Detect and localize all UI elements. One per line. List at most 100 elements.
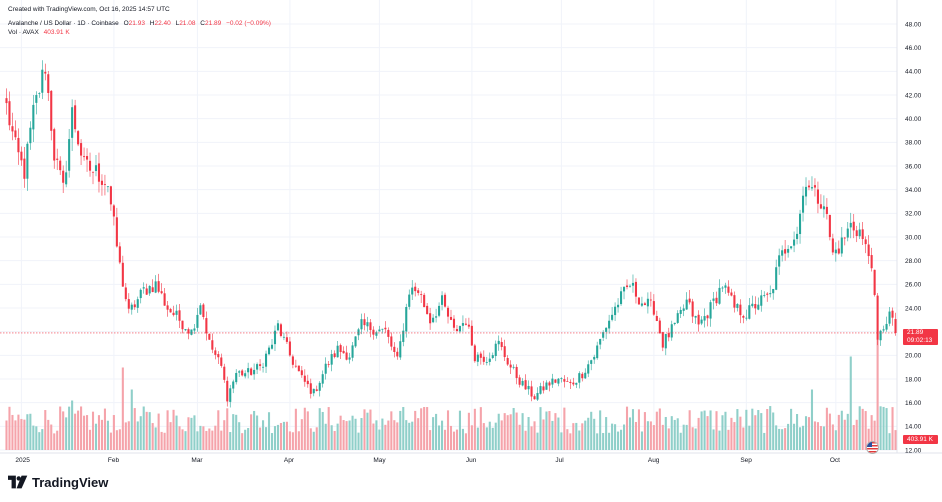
candle-body bbox=[124, 287, 127, 300]
volume-bar bbox=[91, 411, 95, 450]
volume-bar bbox=[226, 408, 229, 450]
volume-bar bbox=[497, 413, 500, 450]
candle-body bbox=[443, 294, 447, 307]
volume-bar bbox=[572, 423, 575, 450]
volume-bar bbox=[94, 423, 98, 450]
volume-bar bbox=[65, 417, 68, 450]
volume-value: 403.91 K bbox=[43, 29, 70, 36]
candle-body bbox=[828, 214, 831, 238]
volume-bar bbox=[85, 415, 89, 450]
candle-body bbox=[229, 388, 232, 402]
volume-bar bbox=[578, 430, 581, 450]
volume-bar bbox=[163, 432, 166, 450]
volume-bar bbox=[685, 424, 688, 450]
candle-body bbox=[17, 137, 20, 153]
candle-body bbox=[467, 324, 470, 327]
volume-bar bbox=[599, 410, 602, 450]
candle-body bbox=[26, 143, 29, 179]
candle-body bbox=[566, 381, 569, 382]
candle-body bbox=[372, 329, 375, 335]
candle-body bbox=[50, 90, 53, 131]
volume-bar bbox=[276, 424, 280, 450]
candle-body bbox=[309, 383, 312, 394]
candle-body bbox=[712, 298, 715, 301]
candle-body bbox=[20, 151, 23, 161]
candle-body bbox=[59, 160, 62, 171]
volume-bar bbox=[784, 428, 787, 450]
volume-bar bbox=[796, 414, 799, 450]
candle-body bbox=[798, 213, 802, 235]
candle-body bbox=[8, 101, 11, 126]
volume-bar bbox=[697, 417, 700, 450]
volume-bar bbox=[581, 423, 584, 450]
volume-bar bbox=[715, 411, 718, 450]
volume-bar bbox=[894, 430, 897, 450]
volume-bar bbox=[628, 417, 632, 450]
candle-body bbox=[288, 341, 291, 356]
candle-body bbox=[187, 329, 190, 334]
candle-body bbox=[449, 316, 453, 320]
candle-body bbox=[888, 311, 891, 324]
candle-body bbox=[584, 372, 587, 379]
candle-body bbox=[810, 187, 814, 189]
volume-bar bbox=[798, 427, 802, 450]
candle-body bbox=[831, 238, 834, 253]
candle-body bbox=[429, 313, 432, 324]
volume-bar bbox=[384, 424, 387, 450]
time-axis-label: Oct bbox=[830, 457, 840, 464]
candle-body bbox=[509, 364, 512, 368]
volume-bar bbox=[178, 426, 181, 450]
candle-body bbox=[766, 293, 769, 295]
symbol-ohlc-legend[interactable]: Avalanche / US Dollar · 1D · Coinbase O2… bbox=[8, 20, 271, 28]
candle-body bbox=[163, 293, 166, 306]
candle-body bbox=[291, 356, 294, 365]
volume-bar bbox=[864, 411, 867, 450]
candle-body bbox=[88, 160, 92, 171]
candle-body bbox=[77, 131, 80, 145]
candle-body bbox=[112, 205, 115, 217]
volume-bar bbox=[554, 413, 557, 450]
volume-bar bbox=[83, 415, 86, 450]
candle-body bbox=[894, 319, 897, 333]
volume-bar bbox=[867, 428, 870, 450]
volume-bar bbox=[509, 414, 512, 450]
candle-body bbox=[118, 246, 121, 263]
candle-body bbox=[142, 287, 145, 289]
candle-body bbox=[760, 295, 763, 306]
candle-body bbox=[772, 288, 775, 294]
candlesticks bbox=[5, 60, 897, 408]
volume-bar bbox=[605, 417, 608, 450]
price-axis-label: 26.00 bbox=[905, 282, 922, 289]
candle-body bbox=[214, 350, 217, 355]
volume-bar bbox=[754, 415, 757, 450]
price-axis-label: 48.00 bbox=[905, 21, 922, 28]
candle-body bbox=[342, 350, 345, 354]
volume-bar bbox=[312, 431, 315, 450]
candle-body bbox=[285, 337, 288, 342]
volume-legend[interactable]: Vol · AVAX 403.91 K bbox=[8, 29, 70, 37]
volume-bar bbox=[643, 412, 646, 450]
volume-bar bbox=[757, 410, 760, 450]
candle-body bbox=[664, 334, 667, 349]
candle-body bbox=[405, 307, 408, 332]
volume-bar bbox=[351, 415, 354, 450]
candle-body bbox=[691, 301, 694, 317]
volume-bar bbox=[80, 406, 83, 450]
volume-bar bbox=[420, 408, 423, 450]
time-axis-label: Jul bbox=[555, 457, 564, 464]
candle-body bbox=[148, 285, 151, 294]
volume-bar bbox=[751, 408, 754, 450]
volume-bar bbox=[8, 406, 11, 450]
candle-body bbox=[423, 294, 426, 308]
tradingview-logo[interactable]: TradingView bbox=[8, 472, 108, 492]
volume-bar bbox=[849, 356, 852, 450]
volume-bar bbox=[345, 421, 348, 450]
volume-bar bbox=[855, 419, 858, 450]
volume-bar bbox=[449, 425, 453, 450]
volume-bar bbox=[381, 418, 384, 450]
volume-bar bbox=[333, 430, 336, 450]
us-flag-icon[interactable] bbox=[866, 441, 879, 454]
last-price-value: 21.89 bbox=[907, 329, 924, 336]
candle-body bbox=[160, 291, 163, 294]
